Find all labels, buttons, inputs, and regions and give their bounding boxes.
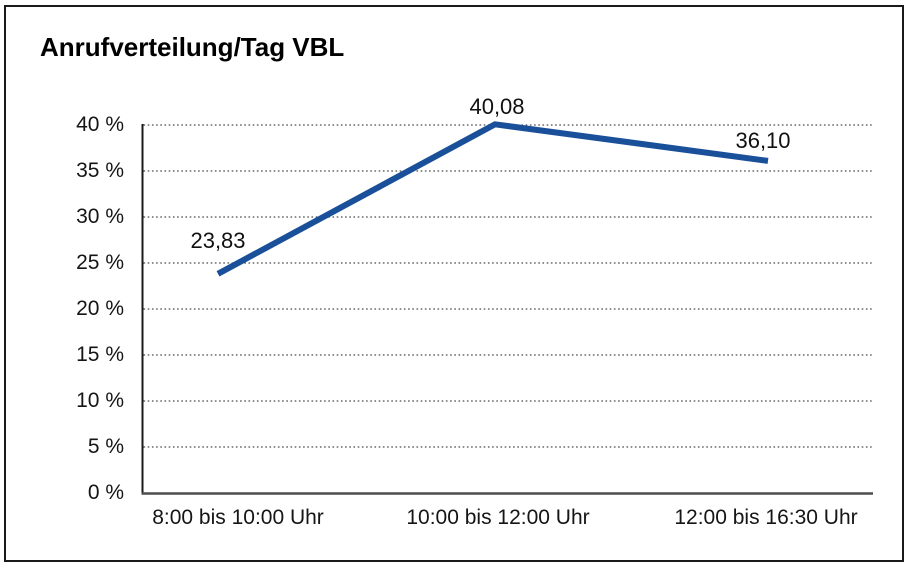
data-point-label: 23,83	[190, 227, 246, 253]
chart-title: Anrufverteilung/Tag VBL	[40, 32, 345, 62]
y-tick-label: 10 %	[76, 389, 124, 412]
y-tick-label: 30 %	[76, 205, 124, 228]
y-tick-label: 35 %	[76, 159, 124, 182]
y-tick-label: 5 %	[87, 435, 124, 458]
data-series-line	[216, 121, 769, 277]
y-tick-label: 25 %	[76, 251, 124, 274]
y-tick-label: 20 %	[76, 297, 124, 320]
x-tick-label: 10:00 bis 12:00 Uhr	[406, 506, 590, 529]
data-point-label: 40,08	[469, 94, 525, 120]
x-tick-label: 8:00 bis 10:00 Uhr	[152, 506, 324, 529]
gridlines	[143, 124, 873, 448]
data-point-label: 36,10	[735, 127, 791, 153]
y-tick-label: 15 %	[76, 343, 124, 366]
y-tick-label: 40 %	[76, 113, 124, 136]
x-tick-label: 12:00 bis 16:30 Uhr	[674, 506, 858, 529]
y-tick-label: 0 %	[87, 481, 124, 504]
